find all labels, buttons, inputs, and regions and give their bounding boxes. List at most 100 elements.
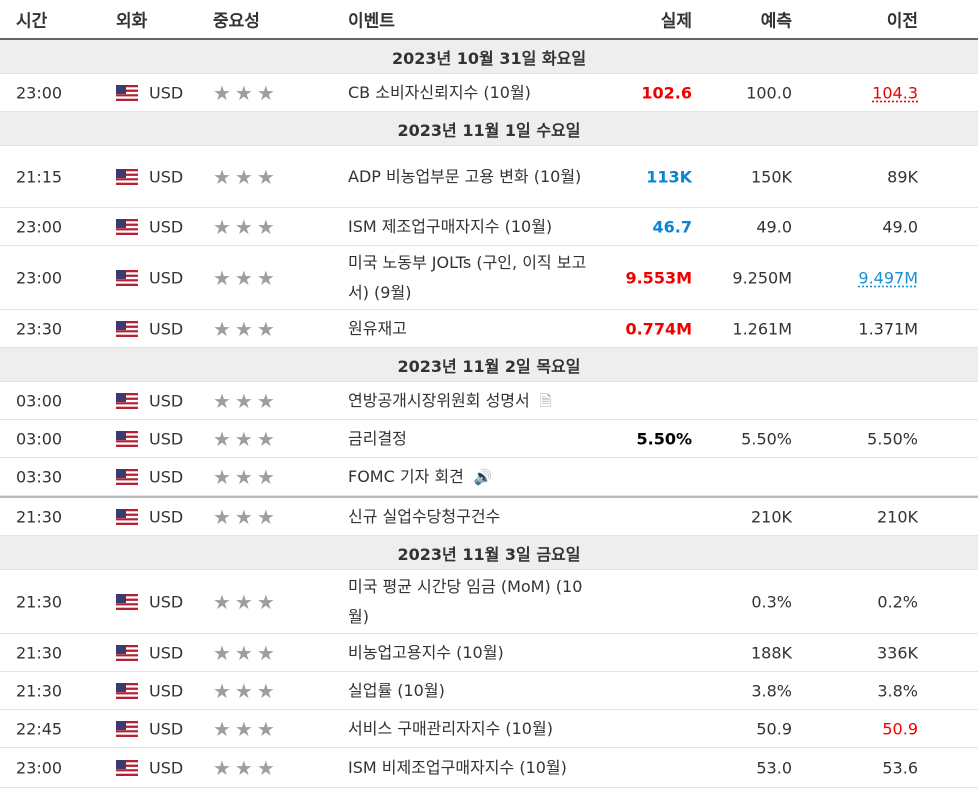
importance-stars-icon: ★★★ xyxy=(213,388,279,413)
event-forecast: 188K xyxy=(750,643,792,662)
header-currency[interactable]: 외화 xyxy=(116,11,148,32)
importance-stars-icon: ★★★ xyxy=(213,164,279,189)
date-label: 2023년 10월 31일 화요일 xyxy=(391,48,587,68)
table-row[interactable]: 22:45 USD ★★★ 서비스 구매관리자지수 (10월) 50.9 50.… xyxy=(0,710,978,748)
table-row[interactable]: 23:00 USD ★★★ ISM 제조업구매자지수 (10월) 46.7 49… xyxy=(0,208,978,246)
importance-stars-icon: ★★★ xyxy=(213,640,279,665)
event-currency: USD xyxy=(149,268,184,287)
table-row[interactable]: 23:00 USD ★★★ ISM 비제조업구매자지수 (10월) 53.0 5… xyxy=(0,748,978,788)
document-icon[interactable]: 🗎 xyxy=(539,391,552,410)
event-name[interactable]: ISM 비제조업구매자지수 (10월) xyxy=(348,757,567,777)
event-currency: USD xyxy=(149,719,184,738)
event-currency: USD xyxy=(149,217,184,236)
event-forecast: 0.3% xyxy=(751,592,792,611)
table-row[interactable]: 03:00 USD ★★★ 금리결정 5.50% 5.50% 5.50% xyxy=(0,420,978,458)
header-previous[interactable]: 이전 xyxy=(886,11,918,32)
header-actual[interactable]: 실제 xyxy=(660,11,692,32)
event-previous: 104.3 xyxy=(872,83,918,102)
event-time: 03:00 xyxy=(16,391,63,410)
us-flag-icon xyxy=(116,84,138,101)
event-actual: 0.774M xyxy=(625,319,692,338)
us-flag-icon xyxy=(116,508,138,525)
event-previous: 1.371M xyxy=(858,319,918,338)
event-forecast: 5.50% xyxy=(741,429,792,448)
event-time: 03:30 xyxy=(16,467,63,486)
event-previous: 89K xyxy=(887,167,918,186)
date-label: 2023년 11월 2일 목요일 xyxy=(397,356,581,376)
event-time: 21:30 xyxy=(16,592,63,611)
importance-stars-icon: ★★★ xyxy=(213,755,279,780)
table-row[interactable]: 21:15 USD ★★★ ADP 비농업부문 고용 변화 (10월) 113K… xyxy=(0,146,978,208)
table-row[interactable]: 23:00 USD ★★★ 미국 노동부 JOLTs (구인, 이직 보고서) … xyxy=(0,246,978,310)
event-name[interactable]: 실업률 (10월) xyxy=(348,680,445,700)
event-time: 21:15 xyxy=(16,167,63,186)
event-previous: 5.50% xyxy=(867,429,918,448)
event-time: 23:00 xyxy=(16,217,63,236)
event-name-wrap: FOMC 기자 회견 🔊 xyxy=(348,461,493,492)
event-name[interactable]: ADP 비농업부문 고용 변화 (10월) xyxy=(348,166,582,186)
us-flag-icon xyxy=(116,682,138,699)
importance-stars-icon: ★★★ xyxy=(213,589,279,614)
table-header: 시간 외화 중요성 이벤트 실제 예측 이전 xyxy=(0,0,978,40)
importance-stars-icon: ★★★ xyxy=(213,464,279,489)
table-row[interactable]: 23:30 USD ★★★ 원유재고 0.774M 1.261M 1.371M xyxy=(0,310,978,348)
us-flag-icon xyxy=(116,759,138,776)
event-name[interactable]: 금리결정 xyxy=(348,428,407,448)
event-forecast: 210K xyxy=(750,507,792,526)
event-actual: 113K xyxy=(646,167,692,186)
table-row[interactable]: 03:30 USD ★★★ FOMC 기자 회견 🔊 xyxy=(0,458,978,496)
event-actual: 46.7 xyxy=(652,217,692,236)
event-name[interactable]: ISM 제조업구매자지수 (10월) xyxy=(348,216,553,236)
header-importance[interactable]: 중요성 xyxy=(213,11,260,32)
event-time: 22:45 xyxy=(16,719,63,738)
event-name[interactable]: 원유재고 xyxy=(348,318,407,338)
us-flag-icon xyxy=(116,593,138,610)
us-flag-icon xyxy=(116,218,138,235)
date-row: 2023년 11월 1일 수요일 xyxy=(0,112,978,146)
event-name[interactable]: 미국 평균 시간당 임금 (MoM) (10월) xyxy=(348,576,583,626)
table-row[interactable]: 21:30 USD ★★★ 비농업고용지수 (10월) 188K 336K xyxy=(0,634,978,672)
event-forecast: 3.8% xyxy=(751,681,792,700)
event-forecast: 1.261M xyxy=(732,319,792,338)
table-row[interactable]: 21:30 USD ★★★ 미국 평균 시간당 임금 (MoM) (10월) 0… xyxy=(0,570,978,634)
event-name[interactable]: FOMC 기자 회견 xyxy=(348,466,464,486)
event-time: 21:30 xyxy=(16,507,63,526)
us-flag-icon xyxy=(116,320,138,337)
event-currency: USD xyxy=(149,643,184,662)
event-currency: USD xyxy=(149,507,184,526)
event-forecast: 100.0 xyxy=(746,83,792,102)
event-time: 03:00 xyxy=(16,429,63,448)
event-name[interactable]: 비농업고용지수 (10월) xyxy=(348,642,504,662)
header-event[interactable]: 이벤트 xyxy=(348,11,395,32)
event-previous: 50.9 xyxy=(882,719,918,738)
date-row: 2023년 11월 2일 목요일 xyxy=(0,348,978,382)
event-currency: USD xyxy=(149,592,184,611)
header-time[interactable]: 시간 xyxy=(16,11,48,32)
event-previous: 3.8% xyxy=(877,681,918,700)
event-previous: 0.2% xyxy=(877,592,918,611)
header-forecast[interactable]: 예측 xyxy=(760,11,792,32)
event-currency: USD xyxy=(149,391,184,410)
us-flag-icon xyxy=(116,430,138,447)
us-flag-icon xyxy=(116,269,138,286)
importance-stars-icon: ★★★ xyxy=(213,214,279,239)
table-row[interactable]: 03:00 USD ★★★ 연방공개시장위원회 성명서 🗎 xyxy=(0,382,978,420)
event-name[interactable]: 연방공개시장위원회 성명서 xyxy=(348,390,530,410)
table-row[interactable]: 21:30 USD ★★★ 신규 실업수당청구건수 210K 210K xyxy=(0,496,978,536)
event-currency: USD xyxy=(149,467,184,486)
us-flag-icon xyxy=(116,644,138,661)
date-label: 2023년 11월 1일 수요일 xyxy=(397,120,581,140)
importance-stars-icon: ★★★ xyxy=(213,265,279,290)
event-name[interactable]: 서비스 구매관리자지수 (10월) xyxy=(348,718,553,738)
event-name[interactable]: 신규 실업수당청구건수 xyxy=(348,506,501,526)
speaker-icon[interactable]: 🔊 xyxy=(473,467,493,486)
event-time: 21:30 xyxy=(16,681,63,700)
event-forecast: 53.0 xyxy=(756,758,792,777)
table-row[interactable]: 21:30 USD ★★★ 실업률 (10월) 3.8% 3.8% xyxy=(0,672,978,710)
table-row[interactable]: 23:00 USD ★★★ CB 소비자신뢰지수 (10월) 102.6 100… xyxy=(0,74,978,112)
event-previous: 336K xyxy=(876,643,918,662)
event-name[interactable]: CB 소비자신뢰지수 (10월) xyxy=(348,82,531,102)
event-name[interactable]: 미국 노동부 JOLTs (구인, 이직 보고서) (9월) xyxy=(348,252,587,302)
us-flag-icon xyxy=(116,720,138,737)
date-row: 2023년 10월 31일 화요일 xyxy=(0,40,978,74)
